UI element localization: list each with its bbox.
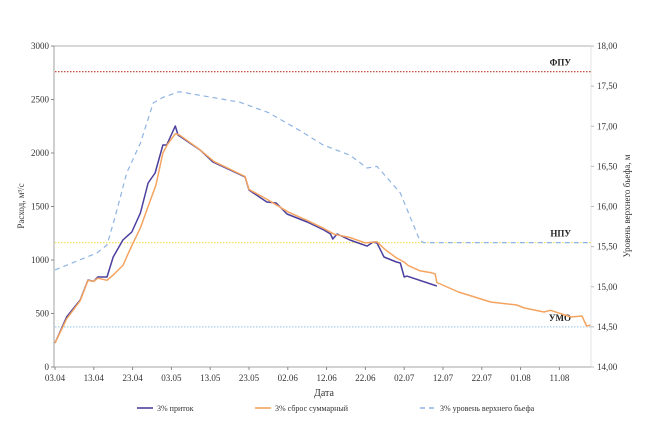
x-tick-label: 02.07 — [394, 373, 415, 383]
y-tick-label: 1000 — [31, 255, 50, 265]
legend-label-0: 3% приток — [157, 404, 194, 413]
y2-tick-label: 14,50 — [597, 322, 618, 332]
x-tick-label: 12.07 — [433, 373, 454, 383]
y2-tick-label: 15,00 — [597, 282, 618, 292]
x-tick-label: 22.07 — [472, 373, 493, 383]
reference-lines: ФПУ НПУ УМО — [55, 58, 591, 328]
reference-label: НПУ — [550, 229, 571, 239]
series-line-0 — [54, 125, 438, 344]
x-tick-label: 23.05 — [239, 373, 260, 383]
series-line-1 — [54, 132, 591, 344]
y-tick-label: 500 — [36, 309, 50, 319]
y2-tick-label: 17,50 — [597, 81, 618, 91]
y-tick-label: 1500 — [31, 202, 50, 212]
x-tick-label: 13.04 — [84, 373, 105, 383]
x-tick-label: 22.06 — [355, 373, 376, 383]
x-tick-label: 02.06 — [278, 373, 299, 383]
y2-tick-label: 15,50 — [597, 242, 618, 252]
x-tick-label: 23.04 — [122, 373, 143, 383]
x-tick-label: 13.05 — [200, 373, 221, 383]
y2-tick-label: 16,50 — [597, 161, 618, 171]
legend-label-2: 3% уровень верхнего бьефа — [440, 404, 535, 413]
x-tick-label: 11.08 — [549, 373, 569, 383]
y2-tick-label: 17,00 — [597, 121, 618, 131]
y-tick-label: 2500 — [31, 95, 50, 105]
y-tick-label: 0 — [45, 362, 50, 372]
y2-tick-label: 18,00 — [597, 41, 618, 51]
y2-axis-title: Уровень верхнего бьефа, м — [622, 154, 632, 257]
y-axis-title: Расход, м³/с — [16, 183, 26, 228]
reference-label: УМО — [549, 313, 571, 323]
x-tick-label: 12.06 — [316, 373, 337, 383]
reference-label: ФПУ — [550, 58, 572, 68]
x-tick-label: 03.05 — [161, 373, 182, 383]
y2-tick-label: 16,00 — [597, 202, 618, 212]
x-tick-label: 03.04 — [45, 373, 66, 383]
legend-label-1: 3% сброс суммарный — [275, 404, 349, 413]
series-line-2 — [54, 91, 591, 271]
y-tick-label: 3000 — [31, 41, 50, 51]
x-axis-title: Дата — [314, 388, 334, 399]
x-tick-label: 01.08 — [510, 373, 531, 383]
series-lines — [54, 91, 591, 344]
legend: 3% приток 3% сброс суммарный 3% уровень ве… — [137, 404, 535, 413]
axes: 0 500 1000 1500 2000 2500 3000 14,00 14,50 15,00 1… — [31, 41, 618, 383]
y-tick-label: 2000 — [31, 148, 50, 158]
y2-tick-label: 14,00 — [597, 362, 618, 372]
